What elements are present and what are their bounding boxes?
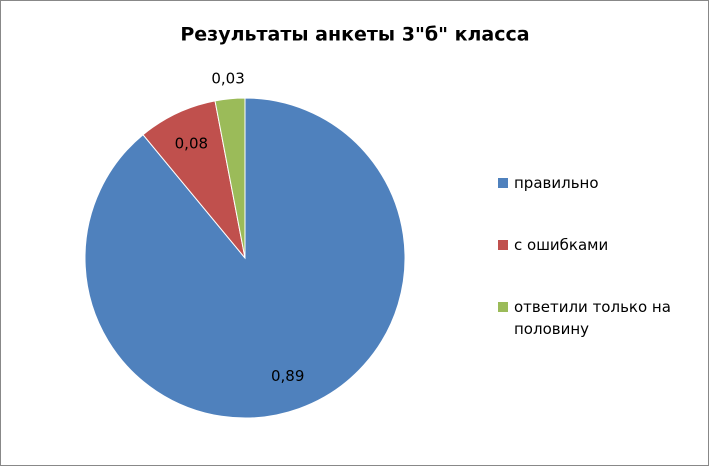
- legend-item: ответили только на половину: [498, 296, 698, 340]
- pie-slice: [214, 97, 246, 259]
- legend-label: ответили только на половину: [514, 298, 671, 338]
- legend-swatch: [498, 178, 508, 188]
- legend-item: с ошибками: [498, 234, 698, 256]
- data-label: 0,89: [271, 367, 304, 385]
- legend-item: правильно: [498, 172, 698, 194]
- legend-swatch: [498, 302, 508, 312]
- legend-label: с ошибками: [514, 236, 609, 254]
- data-label: 0,03: [211, 69, 244, 87]
- legend-swatch: [498, 240, 508, 250]
- data-label: 0,08: [175, 134, 208, 152]
- chart-title: Результаты анкеты 3"б" класса: [180, 24, 529, 46]
- legend-label: правильно: [514, 174, 599, 192]
